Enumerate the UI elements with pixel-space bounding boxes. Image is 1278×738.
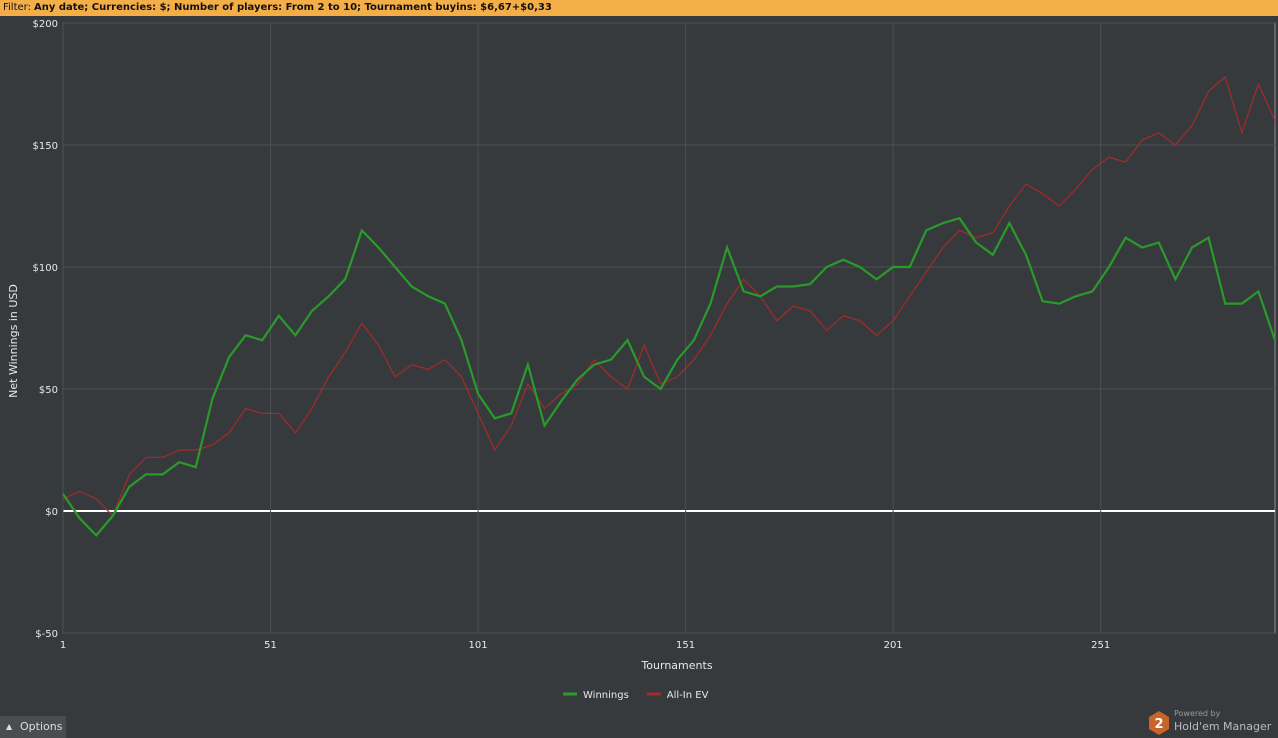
options-label: Options [20, 720, 63, 733]
y-tick-label: $100 [33, 263, 58, 274]
x-tick-label: 201 [884, 640, 903, 651]
y-tick-label: $200 [33, 19, 58, 30]
brand: 2 Powered by Hold'em Manager [1148, 708, 1274, 736]
y-tick-label: $0 [45, 507, 58, 518]
legend-label: Winnings [583, 690, 629, 701]
y-tick-label: $50 [39, 385, 58, 396]
caret: ▲ [6, 722, 13, 731]
options-button[interactable]: ▲ Options [0, 716, 66, 738]
filter-text: Any date; Currencies: $; Number of playe… [33, 2, 552, 13]
y-tick-label: $150 [33, 141, 58, 152]
x-tick-label: 101 [469, 640, 488, 651]
logo-text: 2 [1154, 717, 1163, 732]
series-line [62, 216, 1277, 538]
x-tick-label: 51 [264, 640, 277, 651]
powered-by: Powered by [1174, 709, 1221, 718]
brand-name: Hold'em Manager [1174, 720, 1272, 733]
legend-label: All-In EV [667, 690, 709, 701]
plot-area [62, 22, 1276, 634]
x-axis-label: Tournaments [640, 659, 712, 672]
x-tick-label: 251 [1091, 640, 1110, 651]
logo: 2 [1149, 711, 1169, 735]
legend: Winnings All-In EV [563, 690, 709, 701]
filter-bar: Filter: Any date; Currencies: $; Number o… [0, 0, 1278, 16]
filter-label: Filter: [3, 2, 31, 13]
x-tick-label: 151 [676, 640, 695, 651]
y-tick-label: $-50 [35, 629, 58, 640]
x-tick-label: 1 [60, 640, 66, 651]
y-axis-label: Net Winnings in USD [7, 284, 20, 398]
series-line [62, 75, 1276, 517]
